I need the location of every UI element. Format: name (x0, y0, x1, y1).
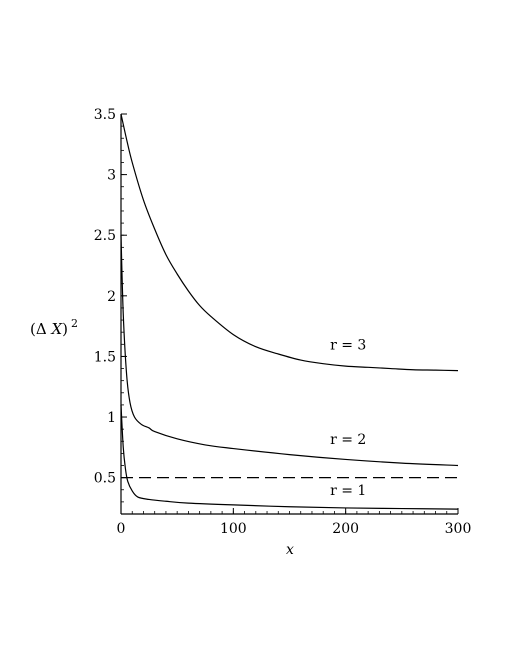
axes (120, 114, 458, 515)
y-tick-label: 3 (107, 168, 116, 184)
y-axis-label: (Δ X) 2 (30, 317, 78, 338)
curve-label-2: r = 2 (330, 432, 366, 448)
x-axis-label: x (286, 542, 294, 558)
y-axis-label-var: X (50, 320, 63, 338)
y-tick-label: 1 (107, 410, 116, 426)
y-axis-label-open: (Δ (30, 320, 51, 338)
tick-marks (120, 113, 459, 514)
y-axis-label-exp: 2 (71, 317, 78, 330)
series-line-3 (120, 404, 459, 510)
x-tick-label: 300 (445, 521, 472, 537)
x-tick-label: 200 (332, 521, 359, 537)
y-axis-label-close: ) (62, 320, 68, 338)
y-tick-label: 1.5 (94, 349, 116, 365)
x-tick-label: 100 (220, 521, 247, 537)
series-line-2 (120, 235, 459, 467)
curve-label-1: r = 3 (330, 337, 366, 353)
y-tick-label: 2.5 (94, 228, 116, 244)
y-tick-label: 2 (107, 289, 116, 305)
x-tick-label: 0 (117, 521, 126, 537)
curve-label-3: r = 1 (330, 483, 366, 499)
y-tick-label: 3.5 (94, 107, 116, 123)
series-line-1 (120, 113, 459, 372)
labels: 0.5 1 1.5 2 2.5 3 3.5 0 100 200 300 r = 3 r = 2 r = 1 (94, 107, 472, 537)
curves (120, 113, 459, 510)
y-tick-label: 0.5 (94, 471, 116, 487)
